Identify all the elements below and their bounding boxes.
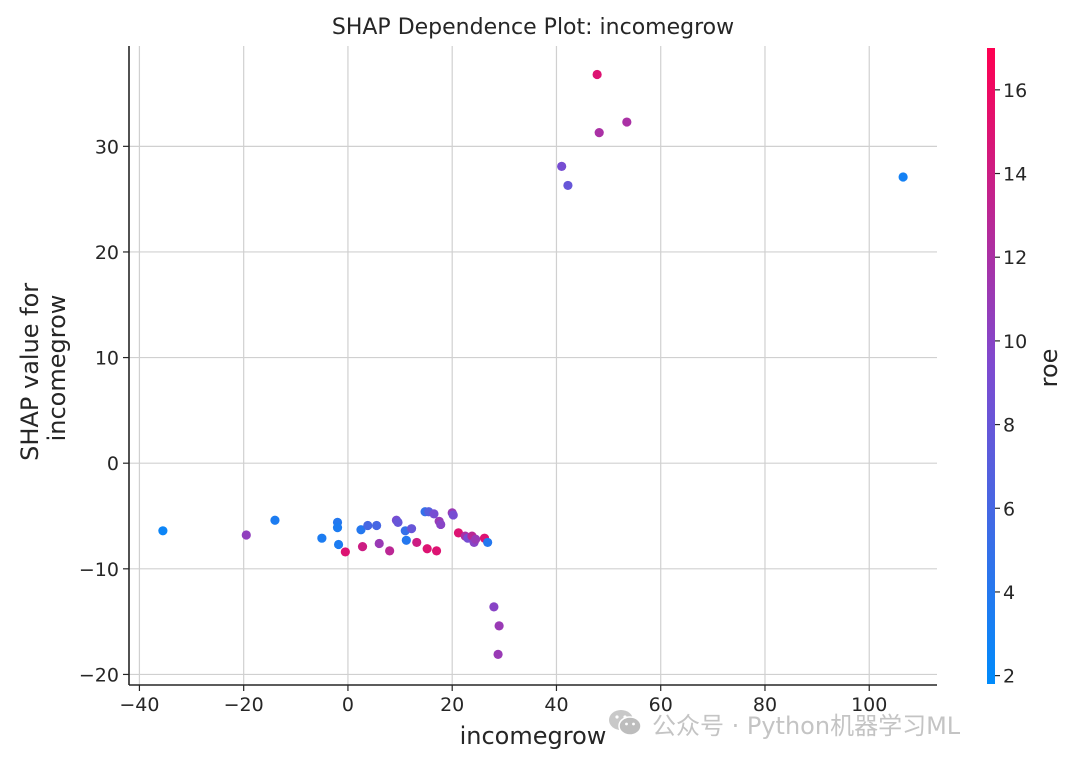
y-tick-label: 30 [95, 136, 119, 158]
y-tick-label: 0 [107, 453, 119, 475]
colorbar-ticks: 2 4 6 8 10 12 14 16 [995, 80, 1027, 688]
scatter-point [406, 524, 417, 534]
colorbar-tick-label: 16 [1003, 80, 1027, 102]
y-tick-label: 10 [95, 348, 119, 370]
watermark-text: 公众号 · Python机器学习ML [652, 711, 961, 740]
scatter-point [401, 535, 411, 545]
x-tick-label: −20 [224, 694, 264, 716]
scatter-point [422, 544, 432, 554]
scatter-point [374, 538, 384, 549]
scatter-point [270, 515, 280, 525]
x-tick-label: 0 [342, 694, 354, 716]
y-tick-label: −20 [79, 664, 119, 686]
y-axis-label-line-2: incomegrow [43, 295, 71, 442]
y-tick-label: −10 [79, 559, 119, 581]
scatter-point [241, 530, 251, 540]
scatter-point [333, 539, 344, 550]
y-axis-label-line-1: SHAP value for [16, 283, 44, 461]
colorbar-tick-label: 12 [1003, 247, 1027, 269]
scatter-point [363, 520, 373, 531]
watermark: 公众号 · Python机器学习ML [606, 704, 960, 742]
colorbar-label: roe [1035, 349, 1063, 388]
scatter-point [385, 546, 395, 556]
scatter-point [431, 546, 442, 556]
scatter-point [494, 621, 504, 631]
x-axis-label: incomegrow [460, 722, 607, 750]
colorbar [987, 48, 995, 684]
scatter-point [357, 542, 368, 552]
colorbar-tick-label: 4 [1003, 582, 1015, 604]
colorbar-tick-label: 10 [1003, 331, 1027, 353]
scatter-point [493, 649, 503, 659]
wechat-icon [609, 710, 642, 736]
x-tick-label: 80 [753, 694, 777, 716]
x-tick-label: 100 [851, 694, 887, 716]
scatter-point [594, 128, 604, 138]
scatter-point [332, 523, 343, 533]
colorbar-tick-label: 8 [1003, 415, 1015, 437]
colorbar-tick-label: 6 [1003, 498, 1015, 520]
x-ticks: −40 −20 0 20 40 60 80 100 [119, 685, 887, 716]
scatter-point [356, 525, 366, 535]
axes [128, 46, 937, 686]
colorbar-tick-label: 14 [1003, 164, 1027, 186]
scatter-point [158, 526, 168, 536]
scatter-point [622, 117, 632, 127]
grid [129, 46, 937, 685]
scatter-point [372, 520, 382, 531]
scatter-point [436, 519, 446, 530]
chart-title: SHAP Dependence Plot: incomegrow [332, 15, 734, 40]
x-tick-label: −40 [119, 694, 159, 716]
x-tick-label: 60 [649, 694, 673, 716]
x-tick-label: 40 [544, 694, 568, 716]
scatter-point [448, 510, 458, 520]
y-axis-label: SHAP value for incomegrow [16, 275, 71, 461]
colorbar-tick-label: 2 [1003, 666, 1015, 688]
scatter-point [317, 533, 327, 543]
y-tick-label: 20 [95, 242, 119, 264]
scatter-point [340, 547, 350, 557]
scatter-points [158, 69, 908, 659]
scatter-point [489, 602, 499, 612]
y-ticks: −20 −10 0 10 20 30 [79, 136, 129, 686]
scatter-point [393, 517, 403, 527]
scatter-point [557, 161, 567, 172]
scatter-point [592, 69, 602, 80]
scatter-point [483, 537, 493, 548]
x-tick-label: 20 [440, 694, 464, 716]
scatter-point [471, 534, 481, 544]
scatter-point [898, 172, 908, 182]
scatter-point [412, 537, 422, 548]
scatter-point [429, 509, 439, 519]
scatter-point [563, 180, 573, 191]
